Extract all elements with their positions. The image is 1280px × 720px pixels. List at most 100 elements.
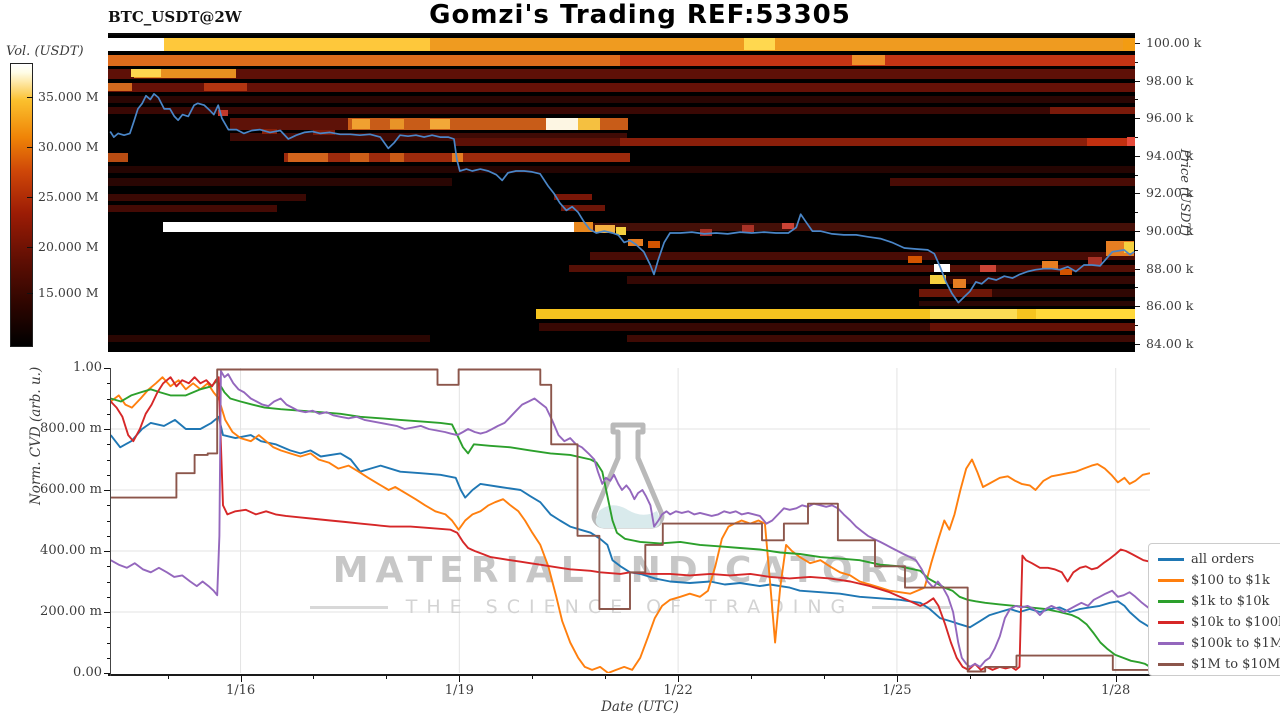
heatmap-band — [348, 118, 629, 130]
price-tick — [1135, 287, 1138, 289]
legend-item: $1k to $10k — [1158, 591, 1280, 612]
cvd-y-tick — [104, 551, 110, 552]
heatmap-band — [108, 166, 1135, 173]
price-tick — [1135, 249, 1138, 251]
heatmap-band — [952, 279, 967, 288]
cvd-y-minor-tick — [107, 535, 110, 537]
watermark-subtext-label: THE SCIENCE OF TRADING — [405, 596, 855, 618]
legend-label: $1M to $10M — [1191, 657, 1280, 672]
heatmap-band — [218, 109, 228, 117]
heatmap-band — [934, 264, 951, 272]
cvd-y-minor-tick — [107, 627, 110, 629]
colorbar-label: Vol. (USDT) — [6, 44, 84, 59]
heatmap-band — [134, 68, 237, 78]
heatmap-band — [108, 334, 430, 343]
heatmap-band — [1088, 256, 1103, 265]
heatmap-band — [578, 118, 600, 130]
cvd-x-tick — [459, 676, 461, 682]
cvd-x-tick-label: 1/25 — [882, 683, 912, 698]
cvd-x-tick-label: 1/16 — [225, 683, 256, 698]
cvd-y-minor-tick — [107, 581, 110, 583]
price-tick — [1135, 193, 1140, 195]
heatmap-band — [1086, 138, 1135, 146]
price-tick-label: 94.00 k — [1146, 147, 1194, 163]
legend-label: $10k to $100k — [1191, 615, 1280, 630]
price-tick — [1135, 325, 1138, 326]
heatmap-band — [889, 178, 1135, 186]
heatmap-band — [648, 240, 660, 249]
colorbar-tick — [27, 246, 33, 248]
price-tick — [1135, 155, 1140, 157]
liquidity-heatmap — [108, 33, 1135, 352]
heatmap-band — [229, 133, 627, 141]
cvd-x-minor-tick — [313, 676, 315, 679]
cvd-y-tick-label: 1.00 — [73, 360, 102, 375]
flask-icon — [591, 422, 665, 529]
cvd-chart: MATERIAL INDICATORS THE SCIENCE OF TRADI… — [110, 368, 1150, 673]
cvd-y-minor-tick — [107, 474, 110, 476]
cvd-y-minor-tick — [107, 596, 110, 598]
cvd-y-tick — [104, 612, 110, 613]
price-line — [109, 93, 1135, 304]
cvd-y-minor-tick — [107, 459, 110, 461]
cvd-x-minor-tick — [167, 676, 169, 679]
price-tick — [1135, 43, 1140, 44]
cvd-y-minor-tick — [107, 413, 110, 415]
heatmap-band — [781, 222, 795, 230]
cvd-y-minor-tick — [107, 566, 110, 568]
heatmap-band — [535, 309, 1135, 319]
price-tick — [1135, 231, 1140, 232]
symbol-label: BTC_USDT@2W — [108, 8, 242, 26]
legend-label: all orders — [1191, 552, 1255, 567]
heatmap-band — [1042, 261, 1059, 269]
heatmap-band — [573, 221, 593, 233]
cvd-series--100k-to-1m — [110, 370, 1150, 668]
colorbar-tick-label: 35.000 M — [38, 88, 99, 104]
price-tick-label: 88.00 k — [1146, 260, 1194, 276]
heatmap-band — [287, 153, 328, 162]
cvd-y-tick-label: 0.00 — [73, 665, 102, 680]
cvd-series-layer — [110, 368, 1150, 673]
cvd-y-tick — [104, 429, 110, 430]
heatmap-band — [1059, 268, 1073, 276]
heatmap-band — [229, 118, 349, 130]
price-tick — [1135, 137, 1138, 138]
cvd-series--100-to-1k — [110, 376, 1150, 673]
heatmap-band — [545, 118, 579, 130]
cvd-x-tick-label: 1/19 — [444, 683, 474, 698]
heatmap-band — [108, 107, 1135, 114]
cvd-x-tick — [1115, 676, 1117, 682]
heatmap-band — [980, 264, 997, 273]
legend-label: $100 to $1k — [1191, 573, 1270, 588]
heatmap-band — [130, 68, 162, 77]
heatmap-band — [1123, 39, 1135, 50]
price-tick — [1135, 80, 1140, 82]
heatmap-band — [108, 38, 165, 51]
price-tick — [1135, 118, 1140, 120]
heatmap-band — [389, 119, 404, 129]
price-tick-label: 90.00 k — [1146, 223, 1194, 238]
cvd-y-minor-tick — [107, 642, 110, 644]
legend-item: $100k to $1M — [1158, 633, 1280, 654]
page-title: Gomzi's Trading REF:53305 — [429, 0, 851, 30]
cvd-y-tick — [104, 368, 110, 369]
legend-swatch — [1158, 663, 1184, 666]
heatmap-band — [1126, 137, 1135, 146]
cvd-y-tick — [104, 490, 110, 491]
x-axis-line — [108, 674, 1155, 676]
heatmap-band — [108, 82, 1135, 92]
watermark-dash-left — [309, 605, 388, 609]
heatmap-band — [590, 251, 1135, 261]
watermark-subtext: THE SCIENCE OF TRADING — [110, 596, 1150, 618]
cvd-y-tick-label: 200.00 m — [40, 604, 102, 619]
heatmap-band — [351, 119, 371, 129]
heatmap-band — [619, 138, 1135, 146]
heatmap-band — [553, 193, 592, 201]
heatmap-band — [108, 82, 133, 92]
legend-label: $100k to $1M — [1191, 636, 1280, 651]
heatmap-band — [594, 224, 615, 233]
heatmap-band — [203, 82, 248, 92]
price-line-layer — [109, 93, 1135, 304]
heatmap-band — [743, 38, 776, 50]
